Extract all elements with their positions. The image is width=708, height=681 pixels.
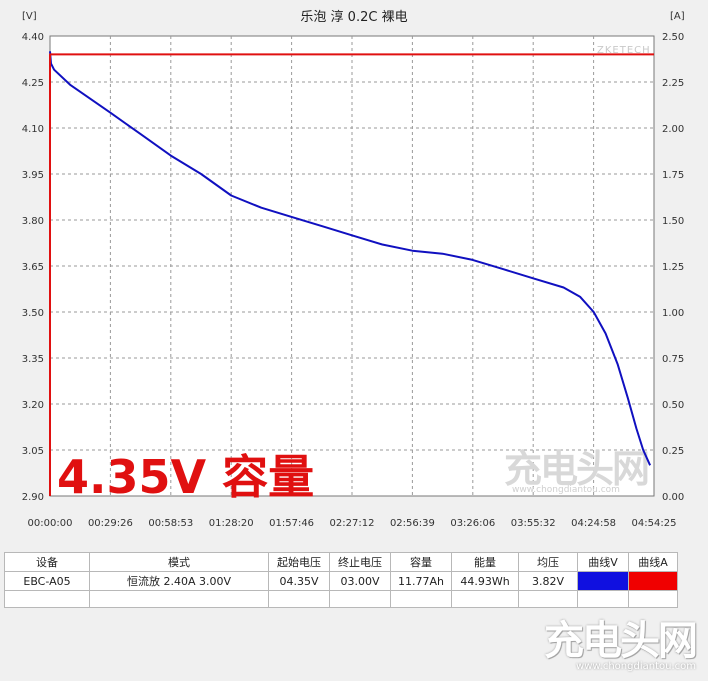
y-right-tick-label: 1.25 <box>662 262 684 273</box>
curve-v-swatch[interactable] <box>578 572 628 590</box>
y-right-tick-label: 1.75 <box>662 170 684 181</box>
y-left-tick-label: 3.80 <box>22 216 44 227</box>
x-tick-label: 00:58:53 <box>148 518 193 529</box>
x-tick-label: 02:27:12 <box>330 518 375 529</box>
x-tick-label: 03:26:06 <box>450 518 495 529</box>
y-left-tick-label: 3.35 <box>22 354 44 365</box>
capacity-banner: 4.35V 容量 <box>57 450 314 504</box>
chart-watermarks: ZKETECH 充电头网 www.chongdiantou.com <box>504 45 651 495</box>
chongdiantou-url-watermark: www.chongdiantou.com <box>512 485 620 495</box>
header-avg-voltage: 均压 <box>518 552 578 572</box>
curve-a-swatch[interactable] <box>629 572 677 590</box>
x-tick-label: 01:57:46 <box>269 518 314 529</box>
y-left-tick-label: 2.90 <box>22 492 44 503</box>
footer-logo-url: www.chongdiantou.com <box>576 661 696 672</box>
y-right-tick-label: 1.50 <box>662 216 684 227</box>
header-end-voltage: 终止电压 <box>329 552 391 572</box>
x-tick-label: 00:29:26 <box>88 518 133 529</box>
footer-logo: 充电头网 www.chongdiantou.com <box>544 618 698 673</box>
cell-device: EBC-A05 <box>4 571 90 591</box>
cell-curve-v[interactable] <box>577 571 629 591</box>
table-row: EBC-A05 恒流放 2.40A 3.00V 04.35V 03.00V 11… <box>4 571 678 591</box>
grid-lines <box>50 36 654 496</box>
cell-end-voltage: 03.00V <box>329 571 391 591</box>
series-layer <box>49 51 654 496</box>
y-right-tick-label: 1.00 <box>662 308 684 319</box>
x-tick-label: 04:54:25 <box>632 518 677 529</box>
y-left-tick-label: 3.65 <box>22 262 44 273</box>
table-empty-row <box>4 590 678 608</box>
header-curve-a: 曲线A <box>628 552 678 572</box>
cell-mode: 恒流放 2.40A 3.00V <box>89 571 269 591</box>
footer-logo-text: 充电头网 <box>544 618 698 664</box>
cell-start-voltage: 04.35V <box>268 571 330 591</box>
x-tick-label: 01:28:20 <box>209 518 254 529</box>
cell-energy: 44.93Wh <box>451 571 519 591</box>
y-right-tick-label: 2.00 <box>662 124 684 135</box>
x-tick-label: 02:56:39 <box>390 518 435 529</box>
header-device: 设备 <box>4 552 90 572</box>
right-unit-label: [A] <box>670 11 685 22</box>
y-right-tick-label: 2.50 <box>662 32 684 43</box>
voltage-curve <box>49 51 652 466</box>
zketech-watermark: ZKETECH <box>597 45 651 56</box>
cell-curve-a[interactable] <box>628 571 678 591</box>
y-left-tick-label: 4.10 <box>22 124 44 135</box>
y-right-tick-label: 0.75 <box>662 354 684 365</box>
chongdiantou-watermark: 充电头网 <box>504 447 648 491</box>
header-start-voltage: 起始电压 <box>268 552 330 572</box>
y-left-tick-label: 3.50 <box>22 308 44 319</box>
header-curve-v: 曲线V <box>577 552 629 572</box>
x-tick-label: 00:00:00 <box>28 518 73 529</box>
header-energy: 能量 <box>451 552 519 572</box>
info-table: 设备 模式 起始电压 终止电压 容量 能量 均压 曲线V 曲线A EBC-A05… <box>4 552 678 608</box>
current-curve <box>49 53 654 496</box>
cell-capacity: 11.77Ah <box>390 571 452 591</box>
header-capacity: 容量 <box>390 552 452 572</box>
y-right-tick-label: 2.25 <box>662 78 684 89</box>
x-axis-ticks: 00:00:00 00:29:26 00:58:53 01:28:20 01:57:46… <box>28 518 677 529</box>
chart-title: 乐泡 淳 0.2C 裸电 <box>300 9 407 25</box>
y-right-tick-label: 0.25 <box>662 446 684 457</box>
x-tick-label: 03:55:32 <box>511 518 556 529</box>
y-left-tick-label: 3.20 <box>22 400 44 411</box>
discharge-chart: ZKETECH 充电头网 www.chongdiantou.com 4.404.… <box>21 9 685 529</box>
y-left-tick-label: 4.25 <box>22 78 44 89</box>
y-right-tick-label: 0.50 <box>662 400 684 411</box>
y-left-tick-label: 4.40 <box>22 32 44 43</box>
y-right-tick-label: 0.00 <box>662 492 684 503</box>
y-axis-right-ticks: 2.50 2.25 2.00 1.75 1.50 1.25 1.00 0.75 0.50 0.25… <box>662 32 684 503</box>
cell-avg-voltage: 3.82V <box>518 571 578 591</box>
x-tick-label: 04:24:58 <box>571 518 616 529</box>
y-axis-left-ticks: 4.40 4.25 4.10 3.95 3.80 3.65 3.50 3.35 3.20 3.05… <box>22 32 44 503</box>
y-left-tick-label: 3.05 <box>22 446 44 457</box>
left-unit-label: [V] <box>22 11 37 22</box>
header-mode: 模式 <box>89 552 269 572</box>
table-header-row: 设备 模式 起始电压 终止电压 容量 能量 均压 曲线V 曲线A <box>4 552 678 572</box>
y-left-tick-label: 3.95 <box>22 170 44 181</box>
